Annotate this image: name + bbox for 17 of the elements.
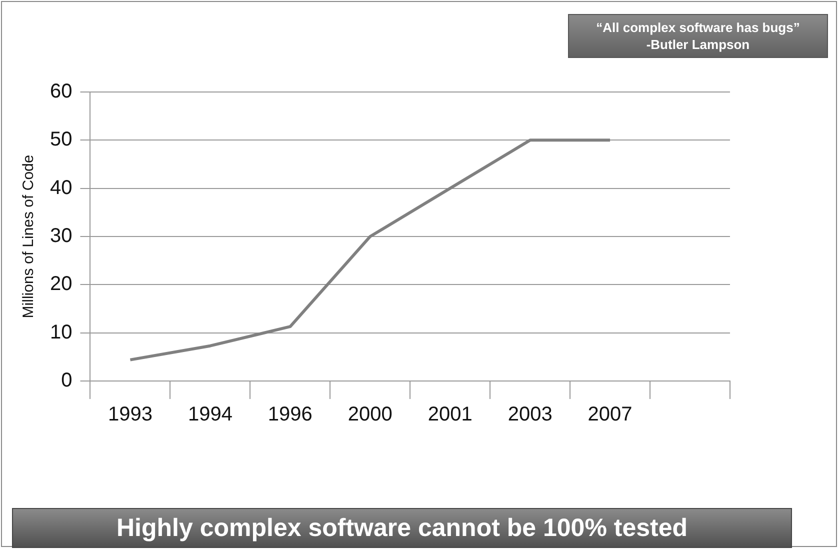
x-tick-label: 1996 [268,404,312,426]
y-tick-label: 60 [50,80,72,103]
x-tick-label: 1994 [188,404,232,426]
y-tick-label: 10 [50,321,72,344]
x-tick-label: 1993 [108,404,152,426]
text: Highly complex software cannot be 100% tested [12,508,792,548]
y-tick-label: 50 [50,128,72,151]
x-tick-label: 2001 [428,404,472,426]
y-tick-label: 20 [50,273,72,296]
x-tick-label: 2007 [588,404,632,426]
y-tick-label: 30 [50,225,72,248]
y-axis-title: Millions of Lines of Code [20,154,38,318]
x-tick-label: 2003 [508,404,552,426]
text: “All complex software has bugs” -Butler Lampson [568,14,828,58]
x-tick-label: 2000 [348,404,392,426]
y-tick-label: 40 [50,176,72,199]
y-tick-label: 0 [61,370,72,392]
